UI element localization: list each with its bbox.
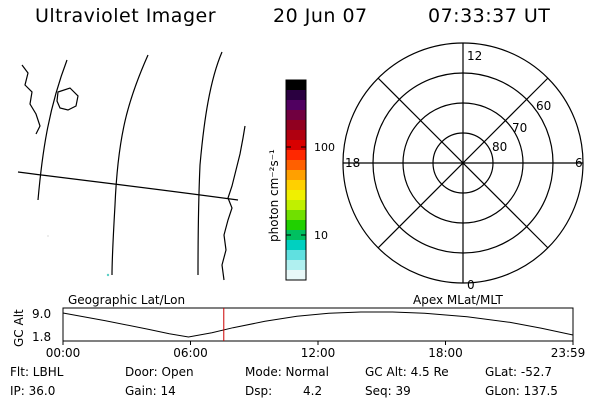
colorbar-swatch: [286, 150, 306, 161]
series-line-gc-alt: [62, 311, 574, 338]
mlt-label-6: 6: [575, 156, 583, 170]
colorbar-swatch: [286, 180, 306, 191]
meridian-line: [37, 59, 68, 201]
polar-mlat-mlt-plot: 12 6 0 18 60 70 80: [342, 42, 584, 290]
meridian-line: [197, 51, 223, 276]
geographic-panel-label: Geographic Lat/Lon: [68, 293, 186, 307]
colorbar-swatch: [286, 130, 306, 141]
colorbar-unit-label: photon cm⁻²s⁻¹: [267, 149, 281, 242]
x-tick-label: 00:00: [46, 346, 81, 360]
x-tick-label: 23:59: [551, 346, 586, 360]
glat-readout: GLat: -52.7: [485, 365, 552, 379]
colorbar-swatch: [286, 270, 306, 281]
colorbar-swatch: [286, 160, 306, 171]
coastline: [56, 87, 79, 111]
x-tick-label: 06:00: [173, 346, 208, 360]
parallel-line: [17, 171, 239, 201]
colorbar-swatch: [286, 90, 306, 101]
time-label: 07:33:37 UT: [428, 5, 551, 27]
x-tick-label: 12:00: [301, 346, 336, 360]
mlt-label-12: 12: [467, 49, 482, 63]
y-tick-label: 9.0: [32, 307, 51, 321]
x-tick-label: 18:00: [428, 346, 463, 360]
timeline-frame: [62, 307, 574, 342]
colorbar-swatch: [286, 250, 306, 261]
dsp-label: Dsp:: [245, 384, 273, 398]
mlt-diagonal: [377, 77, 549, 249]
mode-readout: Mode: Normal: [245, 365, 329, 379]
colorbar-swatch: [286, 120, 306, 131]
colorbar-swatch: [286, 110, 306, 121]
coastline: [21, 64, 41, 135]
glon-readout: GLon: 137.5: [485, 384, 558, 398]
colorbar-swatch: [286, 230, 306, 241]
mlt-label-0: 0: [467, 278, 475, 290]
colorbar-swatch: [286, 220, 306, 231]
colorbar-swatch: [286, 170, 306, 181]
colorbar-swatch: [286, 240, 306, 251]
gain-readout: Gain: 14: [125, 384, 176, 398]
colorbar-swatch: [286, 140, 306, 151]
colorbar-gradient: [286, 80, 306, 281]
ip-readout: IP: 36.0: [10, 384, 56, 398]
colorbar-swatch: [286, 260, 306, 271]
timeline-ylabel: GC Alt: [12, 309, 26, 347]
colorbar-swatch: [286, 100, 306, 111]
date-label: 20 Jun 07: [273, 5, 368, 27]
geographic-map: [17, 51, 246, 281]
colorbar-tick-label: 10: [314, 229, 328, 242]
apex-panel-label: Apex MLat/MLT: [413, 293, 503, 307]
colorbar-swatch: [286, 190, 306, 201]
coastline: [221, 125, 246, 281]
colorbar-frame: [285, 79, 307, 281]
altitude-timeline: GC Alt 9.0 1.8 00:00 06:00 12:00 18:00 23:59: [12, 307, 586, 360]
colorbar: 100 10 photon cm⁻²s⁻¹: [267, 79, 335, 281]
filter-readout: Flt: LBHL: [10, 365, 64, 379]
instrument-title: Ultraviolet Imager: [35, 5, 217, 27]
lat-label-60: 60: [536, 99, 551, 113]
lat-label-80: 80: [492, 140, 507, 154]
mlt-label-18: 18: [345, 156, 360, 170]
dsp-value: 4.2: [303, 384, 323, 398]
lat-label-70: 70: [512, 121, 527, 135]
y-tick-label: 1.8: [32, 330, 51, 344]
aurora-pixel: [47, 235, 49, 237]
colorbar-swatch: [286, 200, 306, 211]
aurora-pixel: [106, 273, 110, 277]
gc-alt-readout: GC Alt: 4.5 Re: [365, 365, 449, 379]
door-readout: Door: Open: [125, 365, 194, 379]
seq-readout: Seq: 39: [365, 384, 411, 398]
colorbar-swatch: [286, 80, 306, 91]
colorbar-tick-label: 100: [314, 141, 335, 154]
meridian-line: [111, 54, 149, 276]
colorbar-swatch: [286, 210, 306, 221]
